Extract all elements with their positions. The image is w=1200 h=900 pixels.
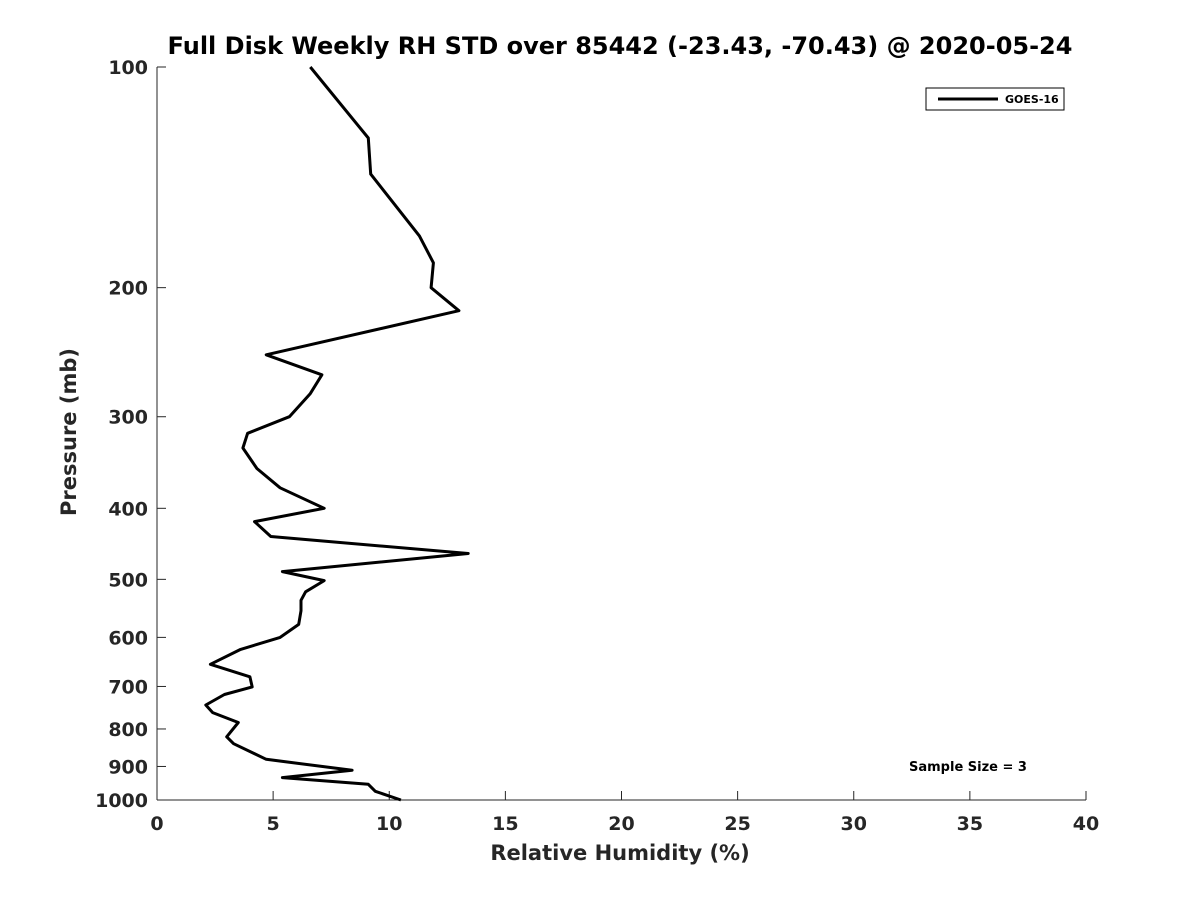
chart-title: Full Disk Weekly RH STD over 85442 (-23.…	[168, 32, 1073, 60]
y-tick-label: 600	[108, 627, 148, 649]
y-tick-label: 900	[108, 756, 148, 778]
y-tick-label: 400	[108, 498, 148, 520]
y-tick-label: 1000	[95, 790, 148, 812]
y-tick-label: 200	[108, 278, 148, 300]
legend-label-goes-16: GOES-16	[1005, 93, 1059, 106]
x-tick-label: 40	[1073, 813, 1099, 835]
y-tick-label: 100	[108, 57, 148, 79]
x-tick-label: 10	[376, 813, 402, 835]
x-axis-label: Relative Humidity (%)	[490, 841, 749, 865]
x-tick-label: 15	[492, 813, 518, 835]
axes: 0 5 10 15 20 25 30 35 40 100 200 300 400 500 600 700 800…	[95, 57, 1099, 835]
x-tick-label: 35	[957, 813, 983, 835]
y-tick-label: 700	[108, 676, 148, 698]
x-tick-label: 25	[724, 813, 750, 835]
y-tick-label: 500	[108, 569, 148, 591]
sample-size-annotation: Sample Size = 3	[909, 760, 1027, 775]
x-tick-label: 20	[608, 813, 634, 835]
x-tick-label: 5	[267, 813, 280, 835]
y-tick-label: 300	[108, 407, 148, 429]
y-axis-label: Pressure (mb)	[57, 348, 81, 516]
y-tick-label: 800	[108, 719, 148, 741]
series-line-goes-16	[204, 66, 470, 802]
x-tick-label: 30	[841, 813, 867, 835]
legend: GOES-16	[925, 87, 1065, 111]
x-tick-label: 0	[150, 813, 163, 835]
